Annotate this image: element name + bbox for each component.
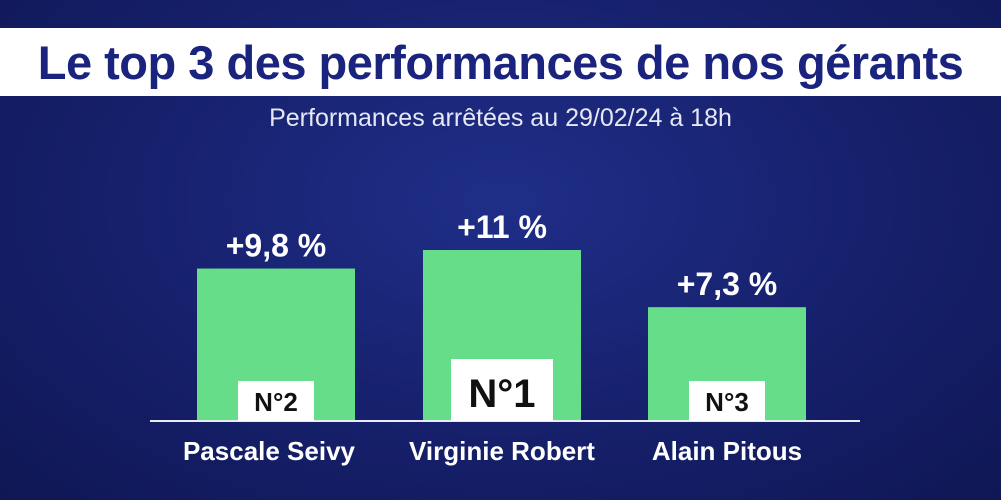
title-band: Le top 3 des performances de nos gérants: [0, 28, 1001, 96]
category-label: Alain Pitous: [652, 436, 802, 466]
value-label: +7,3 %: [677, 266, 778, 302]
rank-label: N°1: [468, 372, 535, 416]
value-label: +11 %: [457, 209, 547, 245]
chart-title: Le top 3 des performances de nos gérants: [37, 35, 964, 89]
rank-label: N°2: [254, 387, 298, 417]
rank-badge: [238, 381, 314, 421]
chart-subtitle: Performances arrêtées au 29/02/24 à 18h: [269, 104, 732, 132]
category-label: Pascale Seivy: [183, 436, 356, 466]
category-label: Virginie Robert: [409, 436, 595, 466]
rank-badge: [689, 381, 765, 421]
value-label: +9,8 %: [226, 228, 327, 264]
rank-badge: [451, 359, 553, 421]
rank-label: N°3: [705, 387, 749, 417]
